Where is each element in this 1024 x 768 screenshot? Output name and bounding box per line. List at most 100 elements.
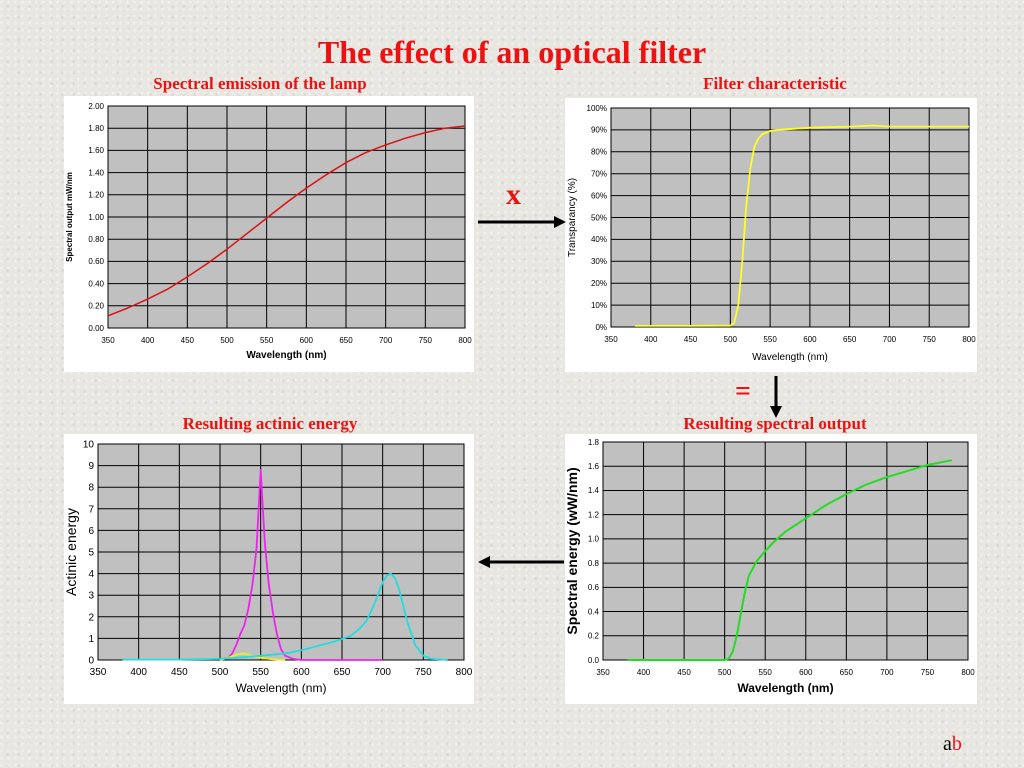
y-tick-label: 1.6 [588,462,600,471]
y-axis-label: Spectral output mW/nm [65,172,74,262]
x-tick-label: 600 [803,335,817,344]
y-tick-label: 50% [591,213,607,222]
y-tick-label: 0.40 [88,279,104,288]
x-tick-label: 350 [604,335,618,344]
y-tick-label: 10% [591,301,607,310]
series-line-0 [219,469,383,661]
plot-border [610,107,970,328]
y-tick-label: 7 [88,504,94,515]
multiply-symbol: x [506,178,521,211]
y-tick-label: 1.0 [588,535,600,544]
y-axis-label: Actinic energy [64,508,79,596]
y-axis-label: Transparancy (%) [567,178,578,257]
actinic-chart: 350 400 450 500 550 600 650 700 750 800 0 1 2 3 4 5 6 7 8 9… [64,434,474,704]
x-tick-label: 500 [220,336,234,345]
y-tick-label: 10 [83,440,95,451]
x-tick-label: 700 [883,335,897,344]
filter-chart-title: Filter characteristic [703,74,847,93]
plot-border [107,105,466,329]
x-tick-label: 550 [763,335,777,344]
y-tick-label: 1.2 [588,510,600,519]
x-tick-label: 450 [181,336,195,345]
arrow-down-icon [770,376,782,418]
lamp-chart: 350 400 450 500 550 600 650 700 750 800 0.00 0.20 0.… [64,96,474,372]
footer-letter-b: b [951,733,962,755]
x-tick-label: 550 [759,668,773,677]
x-tick-label: 500 [212,667,229,678]
x-tick-label: 500 [718,668,732,677]
x-tick-label: 500 [724,335,738,344]
y-tick-label: 1.00 [88,213,104,222]
x-tick-label: 600 [300,336,314,345]
x-tick-label: 800 [456,667,473,678]
plot-border [602,441,969,661]
x-axis-label: Wavelength (nm) [246,350,326,361]
y-tick-label: 0.4 [588,607,600,616]
y-tick-label: 0.8 [588,559,600,568]
y-tick-label: 90% [591,126,607,135]
y-tick-label: 0.6 [588,583,600,592]
y-tick-label: 9 [88,461,94,472]
x-axis-label: Wavelength (nm) [236,681,327,695]
x-tick-label: 400 [637,668,651,677]
series-line-2 [122,572,448,661]
x-tick-label: 450 [677,668,691,677]
x-tick-label: 650 [339,336,353,345]
equals-symbol: = [735,376,751,407]
y-tick-label: 20% [591,279,607,288]
x-tick-label: 550 [260,336,274,345]
y-tick-label: 6 [88,526,94,537]
y-tick-label: 1.8 [588,438,600,447]
filter-chart: 350 400 450 500 550 600 650 700 750 800 0% 10% 20% 30… [565,98,977,372]
y-tick-label: 1.20 [88,191,104,200]
y-tick-label: 3 [88,591,94,602]
x-tick-label: 550 [252,667,269,678]
x-tick-label: 650 [843,335,857,344]
x-tick-label: 700 [374,667,391,678]
series-line-0 [634,124,969,327]
y-axis-label: Spectral energy (wW/nm) [565,467,580,634]
series-line-0 [627,459,952,661]
y-tick-label: 0% [595,323,607,332]
y-tick-label: 70% [591,170,607,179]
y-tick-label: 5 [88,548,94,559]
lamp-chart-title: Spectral emission of the lamp [153,74,367,93]
x-tick-label: 700 [379,336,393,345]
footer-letter-a: a [943,733,952,755]
footer-logo: ab [943,733,962,756]
y-tick-label: 0.60 [88,257,104,266]
y-tick-label: 60% [591,191,607,200]
y-tick-label: 1.4 [588,486,600,495]
y-tick-label: 1.60 [88,146,104,155]
y-tick-label: 1.80 [88,124,104,133]
page-title: The effect of an optical filter [317,34,707,70]
x-tick-label: 600 [293,667,310,678]
x-tick-label: 400 [141,336,155,345]
arrow-right-icon [478,216,566,228]
x-tick-label: 800 [962,335,976,344]
output-chart-title: Resulting spectral output [683,414,867,433]
output-chart: 350 400 450 500 550 600 650 700 750 800 0.0 0.2 0.4 0… [565,434,977,704]
y-tick-label: 40% [591,235,607,244]
y-tick-label: 80% [591,148,607,157]
x-tick-label: 800 [458,336,472,345]
y-tick-label: 8 [88,483,94,494]
y-tick-label: 0.2 [588,632,600,641]
x-tick-label: 350 [596,668,610,677]
y-tick-label: 100% [587,104,607,113]
y-tick-label: 2 [88,612,94,623]
x-tick-label: 750 [419,336,433,345]
x-axis-label: Wavelength (nm) [737,681,833,695]
x-tick-label: 350 [101,336,115,345]
x-tick-label: 400 [130,667,147,678]
x-tick-label: 800 [961,668,975,677]
y-tick-label: 1.40 [88,168,104,177]
y-tick-label: 0 [88,656,94,667]
y-tick-label: 30% [591,257,607,266]
x-tick-label: 350 [90,667,107,678]
y-tick-label: 4 [88,569,94,580]
x-tick-label: 400 [644,335,658,344]
y-tick-label: 0.80 [88,235,104,244]
y-tick-label: 1 [88,634,94,645]
actinic-chart-title: Resulting actinic energy [182,414,358,433]
